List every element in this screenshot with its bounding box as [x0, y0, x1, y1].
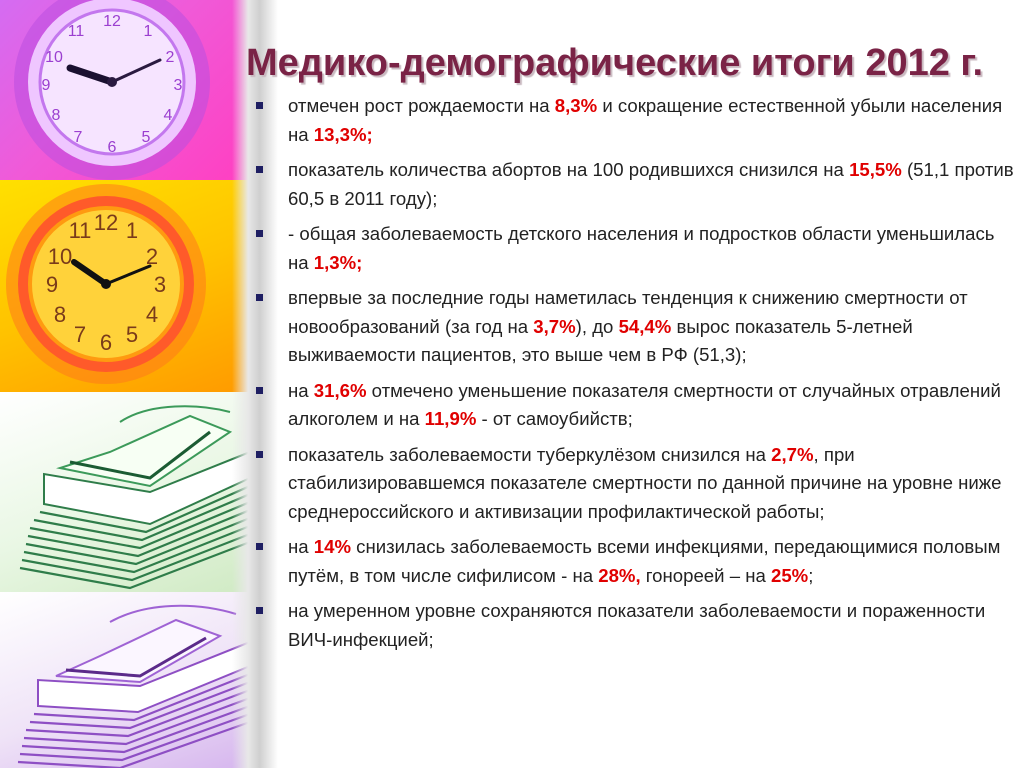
- svg-text:10: 10: [45, 49, 63, 66]
- svg-text:11: 11: [69, 218, 92, 243]
- bullet-marker-icon: [256, 102, 263, 109]
- bullet-item: впервые за последние годы наметилась тен…: [256, 284, 1016, 370]
- bullet-marker-icon: [256, 543, 263, 550]
- bullet-item: на 31,6% отмечено уменьшение показателя …: [256, 377, 1016, 434]
- bullet-marker-icon: [256, 166, 263, 173]
- bullet-item: на умеренном уровне сохраняются показате…: [256, 597, 1016, 654]
- svg-text:8: 8: [52, 107, 61, 124]
- svg-text:12: 12: [94, 210, 118, 235]
- svg-text:9: 9: [46, 272, 58, 297]
- svg-text:5: 5: [142, 129, 151, 146]
- svg-text:6: 6: [100, 330, 112, 355]
- bullet-text: на умеренном уровне сохраняются показате…: [288, 600, 986, 650]
- highlighted-value: 31,6%: [313, 379, 367, 401]
- bullet-marker-icon: [256, 294, 263, 301]
- highlighted-value: 8,3%: [554, 95, 598, 116]
- clock-icon: 12 1 2 3 4 5 6 7 8 9 10 11: [6, 184, 206, 384]
- strip-shadow: [232, 0, 278, 768]
- bullet-marker-icon: [256, 230, 263, 237]
- svg-text:5: 5: [126, 322, 138, 347]
- bullet-text: отмечен рост рождаемости на: [288, 95, 555, 116]
- svg-text:9: 9: [42, 77, 51, 94]
- paper-stack-photo-violet: [0, 592, 250, 768]
- bullet-text: - общая заболеваемость детского населени…: [288, 223, 995, 273]
- paper-stack-icon: [17, 604, 250, 768]
- paper-stack-icon: [19, 405, 250, 590]
- bullet-text: показатель заболеваемости туберкулёзом с…: [288, 443, 772, 465]
- bullet-item: отмечен рост рождаемости на 8,3% и сокра…: [256, 92, 1016, 149]
- highlighted-value: 2,7%: [771, 443, 814, 465]
- svg-text:1: 1: [144, 23, 153, 40]
- clock-icon: 12 1 2 3 4 5 6 7 8 9 10 11: [14, 0, 210, 180]
- bullet-text: ), до: [575, 315, 619, 337]
- slide-title: Медико-демографические итоги 2012 г.: [246, 42, 984, 84]
- svg-text:11: 11: [68, 23, 85, 40]
- bullet-text: впервые за последние годы наметилась тен…: [288, 287, 968, 337]
- svg-text:12: 12: [103, 13, 121, 30]
- highlighted-value: 25%: [771, 564, 809, 586]
- svg-text:7: 7: [74, 129, 83, 146]
- bullet-text: - от самоубийств;: [476, 408, 633, 429]
- paper-stack-photo-green: [0, 392, 250, 592]
- bullet-marker-icon: [256, 386, 263, 394]
- svg-text:3: 3: [154, 272, 166, 297]
- bullet-text: отмечено уменьшение показателя смертност…: [288, 379, 1001, 430]
- highlighted-value: 28%,: [598, 564, 641, 586]
- highlighted-value: 15,5%: [849, 159, 902, 180]
- svg-text:6: 6: [108, 139, 117, 156]
- bullet-item: - общая заболеваемость детского населени…: [256, 220, 1016, 277]
- highlighted-value: 14%: [313, 536, 351, 557]
- decorative-image-strip: 12 1 2 3 4 5 6 7 8 9 10 11 1: [0, 0, 250, 768]
- svg-text:8: 8: [54, 302, 66, 327]
- clock-photo-orange: 12 1 2 3 4 5 6 7 8 9 10 11: [0, 180, 250, 392]
- bullet-item: на 14% снизилась заболеваемость всеми ин…: [256, 533, 1016, 590]
- bullet-item: показатель количества абортов на 100 род…: [256, 156, 1016, 213]
- svg-text:7: 7: [74, 322, 86, 347]
- highlighted-value: 3,7%: [533, 315, 576, 337]
- svg-text:2: 2: [146, 244, 158, 269]
- svg-text:3: 3: [174, 77, 183, 94]
- bullet-text: на: [288, 379, 314, 401]
- highlighted-value: 54,4%: [618, 315, 672, 337]
- bullet-text: показатель количества абортов на 100 род…: [288, 159, 850, 180]
- bullet-marker-icon: [256, 450, 263, 458]
- bullet-text: и сокращение естественной убыли населени…: [288, 95, 1003, 145]
- svg-text:2: 2: [166, 49, 175, 66]
- svg-text:4: 4: [164, 107, 173, 124]
- svg-text:10: 10: [48, 244, 72, 269]
- bullet-item: показатель заболеваемости туберкулёзом с…: [256, 441, 1016, 527]
- bullet-text: на: [288, 536, 314, 557]
- bullet-text: , при стабилизировавшемся показателе сме…: [288, 443, 1002, 522]
- clock-photo-purple: 12 1 2 3 4 5 6 7 8 9 10 11: [0, 0, 250, 180]
- bullet-text: вырос показатель 5-летней выживаемости п…: [288, 315, 913, 366]
- bullet-text: (51,1 против 60,5 в 2011 году);: [288, 159, 1014, 209]
- highlighted-value: 11,9%: [424, 408, 477, 429]
- bullet-text: снизилась заболеваемость всеми инфекциям…: [288, 536, 1001, 586]
- bullet-marker-icon: [256, 607, 263, 614]
- highlighted-value: 1,3%;: [313, 251, 363, 273]
- svg-text:1: 1: [126, 218, 138, 243]
- highlighted-value: 13,3%;: [313, 123, 373, 145]
- bullet-text: гонореей – на: [640, 564, 771, 586]
- bullet-list: отмечен рост рождаемости на 8,3% и сокра…: [256, 92, 1016, 661]
- svg-text:4: 4: [146, 302, 158, 327]
- bullet-text: ;: [808, 564, 814, 586]
